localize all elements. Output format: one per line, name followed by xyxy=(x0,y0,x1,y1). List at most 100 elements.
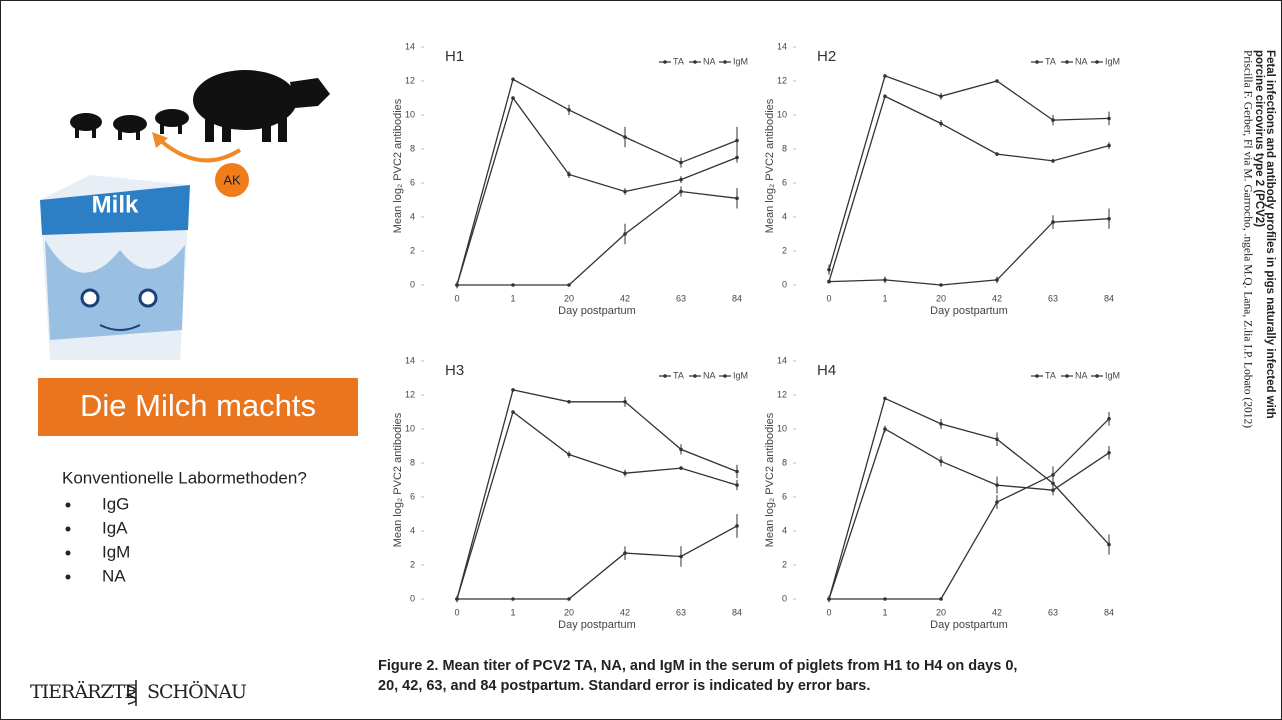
x-tick-label: 84 xyxy=(732,607,742,617)
point xyxy=(623,232,627,236)
x-tick-label: 63 xyxy=(676,293,686,303)
x-axis-label: Day postpartum xyxy=(930,619,1008,631)
legend-label: TA xyxy=(1045,56,1056,66)
point xyxy=(1107,451,1111,455)
x-tick-label: 0 xyxy=(454,293,459,303)
point xyxy=(735,470,739,474)
bullet-dot xyxy=(66,527,71,532)
y-tick-label: 8 xyxy=(410,457,415,467)
bullet: IgG xyxy=(102,494,129,513)
point xyxy=(623,400,627,404)
point xyxy=(995,500,999,504)
x-tick-label: 1 xyxy=(882,607,887,617)
legend-label: TA xyxy=(673,56,684,66)
bullet-dot xyxy=(66,503,71,508)
point xyxy=(511,78,515,82)
point xyxy=(679,178,683,182)
point xyxy=(735,197,739,201)
badge: AK xyxy=(223,172,241,187)
point xyxy=(939,95,943,99)
x-tick-label: 42 xyxy=(620,293,630,303)
point xyxy=(827,597,831,601)
legend-dot xyxy=(1035,60,1039,64)
y-tick-label: 10 xyxy=(777,109,787,119)
point xyxy=(511,597,515,601)
point xyxy=(1051,118,1055,122)
x-tick-label: 1 xyxy=(882,293,887,303)
legend-label: NA xyxy=(703,370,716,380)
y-axis-label: Mean log₂ PVC2 antibodies xyxy=(764,412,776,547)
legend-label: NA xyxy=(1075,56,1088,66)
point xyxy=(735,524,739,528)
y-tick-label: 0 xyxy=(410,279,415,289)
legend-label: TA xyxy=(673,370,684,380)
point xyxy=(511,283,515,287)
legend-dot xyxy=(723,60,727,64)
chart-title: H2 xyxy=(817,48,836,65)
caption-line: Figure 2. Mean titer of PCV2 TA, NA, and… xyxy=(378,658,1017,674)
point xyxy=(679,448,683,452)
slide: AK Milk Die Milch machts Konventionelle … xyxy=(0,0,1282,720)
legend-dot xyxy=(1095,60,1099,64)
y-tick-label: 4 xyxy=(410,211,415,221)
logo-left: TIERÄRZTE xyxy=(30,680,137,703)
bullet: NA xyxy=(102,566,126,585)
x-tick-label: 63 xyxy=(1048,293,1058,303)
point xyxy=(1051,488,1055,492)
point xyxy=(883,74,887,78)
x-tick-label: 42 xyxy=(992,607,1002,617)
y-tick-label: 10 xyxy=(405,109,415,119)
legend-label: IgM xyxy=(1105,370,1120,380)
point xyxy=(567,400,571,404)
x-tick-label: 0 xyxy=(454,607,459,617)
point xyxy=(883,278,887,282)
question: Konventionelle Labormethoden? xyxy=(62,468,307,487)
point xyxy=(679,190,683,194)
y-tick-label: 4 xyxy=(782,525,787,535)
legend-label: IgM xyxy=(733,370,748,380)
point xyxy=(511,410,515,414)
point xyxy=(511,388,515,392)
caption-line: 20, 42, 63, and 84 postpartum. Standard … xyxy=(378,678,870,694)
point xyxy=(679,161,683,165)
point xyxy=(679,466,683,470)
point xyxy=(455,597,459,601)
point xyxy=(567,108,571,112)
point xyxy=(995,278,999,282)
chart-title: H1 xyxy=(445,48,464,65)
point xyxy=(939,460,943,464)
point xyxy=(883,95,887,99)
x-tick-label: 1 xyxy=(510,607,515,617)
legend-dot xyxy=(693,374,697,378)
x-tick-label: 20 xyxy=(564,293,574,303)
point xyxy=(735,139,739,143)
point xyxy=(939,422,943,426)
legend-label: NA xyxy=(703,56,716,66)
legend-dot xyxy=(663,374,667,378)
point xyxy=(623,190,627,194)
point xyxy=(1051,473,1055,477)
legend-label: IgM xyxy=(1105,56,1120,66)
y-tick-label: 4 xyxy=(410,525,415,535)
x-axis-label: Day postpartum xyxy=(558,305,636,317)
y-tick-label: 12 xyxy=(405,389,415,399)
y-tick-label: 12 xyxy=(405,75,415,85)
point xyxy=(1107,417,1111,421)
point xyxy=(679,555,683,559)
legend-dot xyxy=(1065,374,1069,378)
reference-title: porcine circovirus type 2 (PCV2) xyxy=(1253,50,1265,227)
x-axis-label: Day postpartum xyxy=(558,619,636,631)
point xyxy=(567,597,571,601)
point xyxy=(1107,217,1111,221)
x-tick-label: 20 xyxy=(936,607,946,617)
point xyxy=(1107,144,1111,148)
y-tick-label: 0 xyxy=(782,279,787,289)
point xyxy=(995,483,999,487)
point xyxy=(883,427,887,431)
point xyxy=(567,283,571,287)
y-tick-label: 2 xyxy=(410,245,415,255)
y-tick-label: 10 xyxy=(777,423,787,433)
x-tick-label: 42 xyxy=(620,607,630,617)
point xyxy=(623,551,627,555)
point xyxy=(827,268,831,272)
